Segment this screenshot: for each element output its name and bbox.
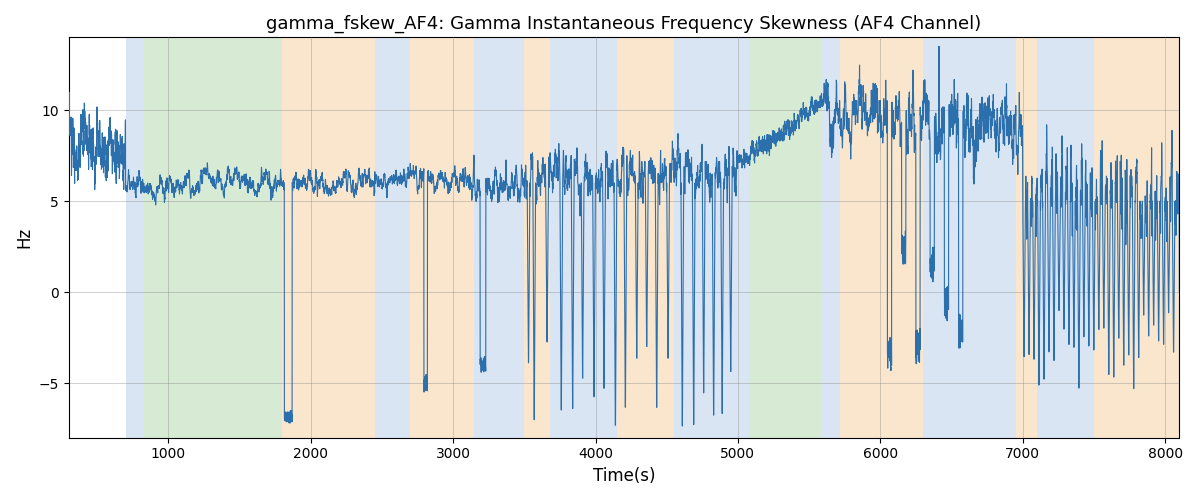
Bar xyxy=(1037,38,1094,438)
Bar xyxy=(410,38,474,438)
Bar xyxy=(736,38,749,438)
Bar xyxy=(923,38,1015,438)
Title: gamma_fskew_AF4: Gamma Instantaneous Frequency Skewness (AF4 Channel): gamma_fskew_AF4: Gamma Instantaneous Fre… xyxy=(266,15,982,34)
Bar xyxy=(524,38,550,438)
Bar xyxy=(749,38,821,438)
Bar xyxy=(821,38,840,438)
Bar xyxy=(674,38,736,438)
Y-axis label: Hz: Hz xyxy=(16,227,34,248)
Bar xyxy=(550,38,617,438)
X-axis label: Time(s): Time(s) xyxy=(593,467,655,485)
Bar xyxy=(282,38,374,438)
Bar xyxy=(1094,38,1180,438)
Bar xyxy=(474,38,524,438)
Bar xyxy=(126,38,144,438)
Bar xyxy=(1015,38,1037,438)
Bar xyxy=(617,38,674,438)
Bar xyxy=(374,38,410,438)
Bar xyxy=(144,38,282,438)
Bar xyxy=(840,38,923,438)
